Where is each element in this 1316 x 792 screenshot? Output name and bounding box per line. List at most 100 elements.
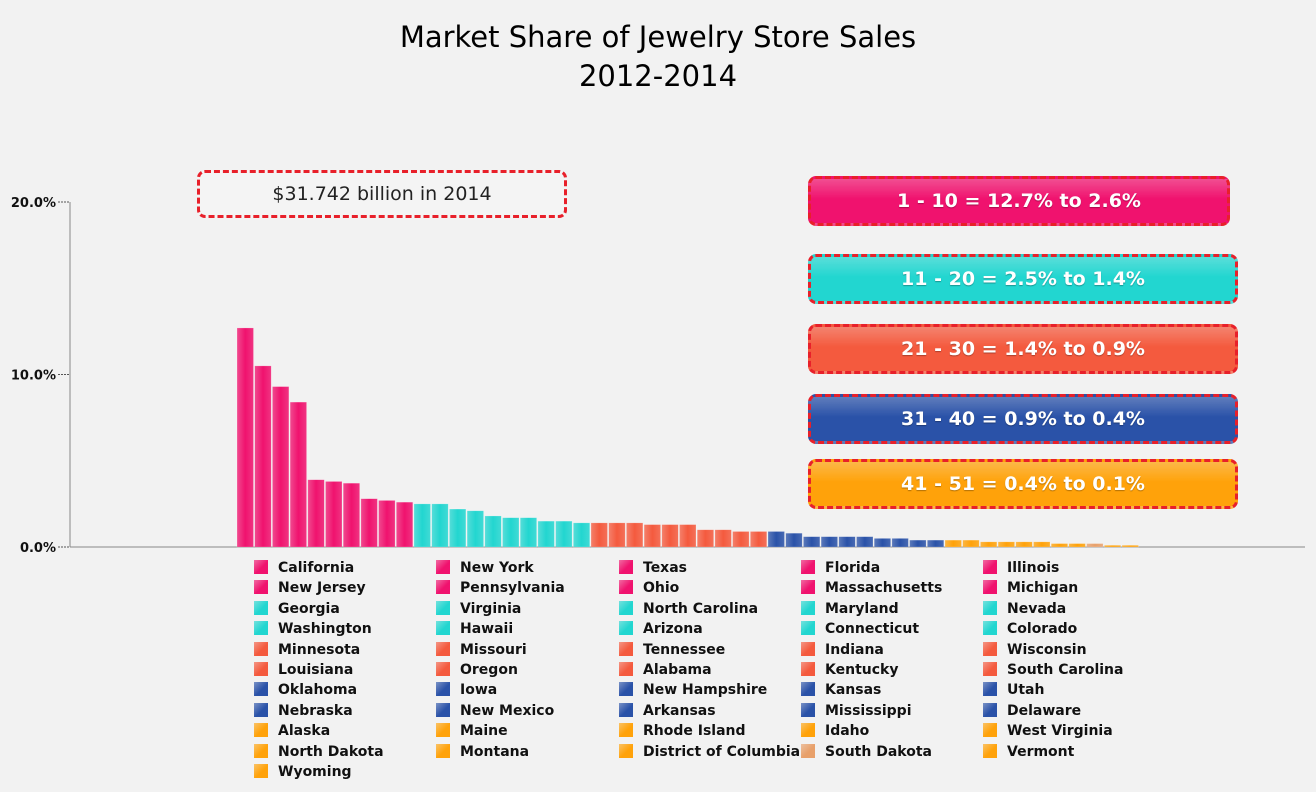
legend-label: Illinois — [1007, 560, 1060, 576]
bar-mississippi — [909, 539, 927, 548]
legend-swatch — [801, 702, 815, 717]
legend-label: Virginia — [460, 600, 522, 617]
bar-maine — [962, 539, 980, 548]
legend-label: Montana — [460, 743, 530, 760]
legend-swatch — [619, 641, 633, 656]
legend-label: Washington — [278, 621, 372, 638]
legend-swatch — [983, 682, 997, 697]
legend-label: Arkansas — [643, 702, 716, 719]
bar-connecticut — [555, 520, 573, 548]
legend-label: Idaho — [825, 723, 870, 740]
bar-new-york — [254, 365, 272, 548]
bar-arizona — [537, 520, 555, 548]
legend-swatch — [436, 600, 450, 615]
legend-label: Maryland — [825, 600, 899, 617]
bar-kansas — [820, 536, 838, 548]
bar-illinois — [307, 479, 325, 548]
legend-label: Minnesota — [278, 641, 361, 658]
chart-subtitle: 2012-2014 — [578, 59, 738, 93]
bar-california — [236, 327, 254, 548]
legend-swatch — [801, 723, 815, 738]
bar-massachusetts — [378, 500, 396, 548]
legend-swatch — [801, 662, 815, 676]
legend-swatch — [619, 662, 633, 676]
legend-swatch — [983, 560, 997, 574]
bar-pennsylvania — [342, 482, 361, 548]
bar-ohio — [360, 498, 378, 548]
bar-district-of-columbia — [1068, 543, 1086, 548]
legend-label: Connecticut — [825, 621, 920, 638]
bar-florida — [289, 401, 307, 548]
legend-swatch — [254, 702, 268, 717]
bar-vermont — [1104, 544, 1122, 548]
bar-oregon — [696, 529, 715, 548]
legend-swatch — [436, 723, 450, 738]
bar-nevada — [484, 515, 502, 548]
bar-nebraska — [856, 536, 874, 548]
bar-georgia — [413, 503, 431, 548]
legend-label: Michigan — [1007, 580, 1079, 597]
legend-swatch — [983, 723, 997, 738]
bar-washington — [502, 517, 520, 548]
legend-label: Utah — [1007, 682, 1045, 699]
range-box-5: 41 - 51 = 0.4% to 0.1% — [808, 459, 1238, 509]
bar-arkansas — [891, 538, 909, 548]
legend-label: District of Columbia — [643, 743, 801, 760]
legend-swatch — [254, 764, 268, 778]
range-box-3: 21 - 30 = 1.4% to 0.9% — [808, 324, 1238, 374]
bar-louisiana — [679, 524, 697, 548]
legend-swatch — [254, 723, 268, 738]
legend-label: Pennsylvania — [460, 580, 565, 597]
bar-texas — [272, 386, 290, 548]
legend-label: Georgia — [278, 600, 340, 617]
legend-swatch — [254, 743, 268, 758]
legend-swatch — [801, 600, 815, 615]
bar-michigan — [395, 501, 414, 548]
legend-label: Wisconsin — [1007, 641, 1087, 658]
range-box-2: 11 - 20 = 2.5% to 1.4% — [808, 254, 1238, 304]
legend-swatch — [801, 641, 815, 656]
bar-alaska — [944, 539, 962, 548]
legend-label: Nevada — [1007, 600, 1067, 617]
bar-oklahoma — [767, 531, 785, 548]
legend-label: Alabama — [643, 662, 712, 678]
legend-label: Vermont — [1007, 743, 1075, 760]
legend-swatch — [801, 682, 815, 697]
legend-swatch — [436, 621, 450, 636]
legend-label: Oregon — [460, 662, 518, 678]
bar-new-mexico — [873, 538, 892, 548]
legend-label: Ohio — [643, 580, 680, 597]
bar-alabama — [714, 529, 732, 548]
legend-label: Kansas — [825, 682, 882, 699]
bar-hawaii — [519, 517, 538, 548]
legend-swatch — [983, 702, 997, 717]
bar-maryland — [466, 510, 484, 548]
bar-south-carolina — [749, 531, 768, 548]
legend-label: Colorado — [1007, 621, 1078, 638]
legend-label: Nebraska — [278, 702, 353, 719]
legend-swatch — [983, 641, 997, 656]
legend-label: Wyoming — [278, 764, 352, 780]
bar-colorado — [572, 522, 591, 548]
legend-swatch — [436, 580, 450, 595]
legend-swatch — [983, 600, 997, 615]
legend-swatch — [619, 580, 633, 595]
legend-swatch — [254, 682, 268, 697]
legend-label: New York — [460, 560, 534, 576]
total-sales-annotation: $31.742 billion in 2014 — [197, 170, 567, 218]
legend-swatch — [619, 723, 633, 738]
legend-swatch — [801, 621, 815, 636]
legend-swatch — [254, 600, 268, 615]
legend-label: North Dakota — [278, 743, 384, 760]
bar-minnesota — [590, 522, 608, 548]
legend-label: Missouri — [460, 641, 527, 658]
bar-kentucky — [732, 531, 750, 548]
legend-label: Rhode Island — [643, 723, 746, 740]
legend-label: New Jersey — [278, 580, 366, 597]
legend-swatch — [436, 662, 450, 676]
legend-label: Florida — [825, 560, 881, 576]
bar-virginia — [431, 503, 449, 548]
bar-delaware — [926, 539, 945, 548]
legend-swatch — [983, 662, 997, 676]
legend-label: California — [278, 560, 355, 576]
